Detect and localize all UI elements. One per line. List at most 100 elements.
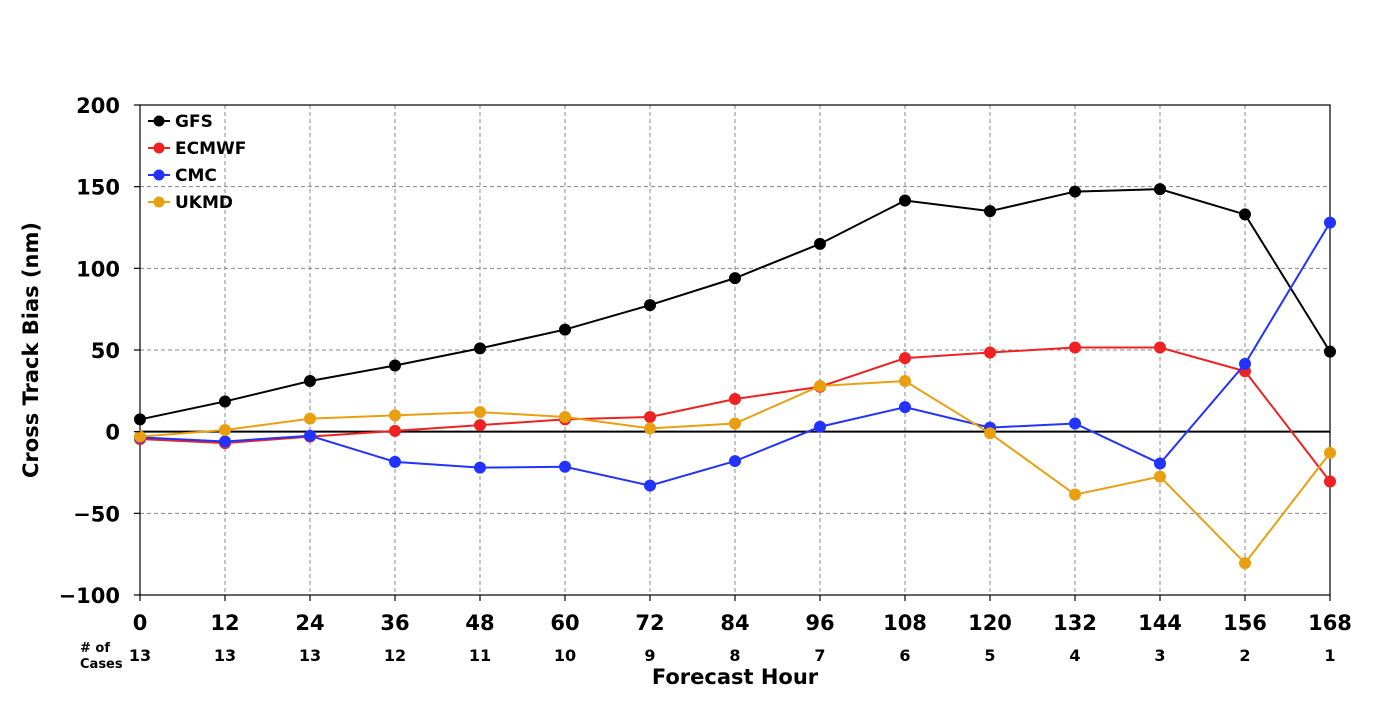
data-point-ukmd [1239, 557, 1251, 570]
legend-label-ukmd: UKMD [175, 193, 233, 213]
data-point-ukmd [644, 422, 656, 435]
legend-marker-ukmd [153, 196, 165, 208]
data-point-gfs [644, 299, 656, 312]
legend-label-gfs: GFS [175, 112, 213, 132]
x-tick-label: 168 [1308, 611, 1352, 635]
data-point-ukmd [814, 379, 826, 392]
data-point-ukmd [1154, 470, 1166, 483]
case-count-label: 5 [984, 646, 995, 665]
case-count-label: 6 [899, 646, 910, 665]
data-point-gfs [474, 342, 486, 355]
case-count-label: 4 [1069, 646, 1080, 665]
data-point-ukmd [389, 409, 401, 422]
data-point-gfs [389, 359, 401, 372]
x-tick-label: 96 [805, 611, 834, 635]
case-count-label: 7 [814, 646, 825, 665]
data-point-gfs [1154, 183, 1166, 196]
data-point-cmc [389, 455, 401, 468]
x-tick-label: 144 [1138, 611, 1182, 635]
data-point-ukmd [219, 424, 231, 437]
y-tick-label: −100 [59, 584, 120, 608]
x-tick-label: 84 [720, 611, 749, 635]
data-point-cmc [899, 401, 911, 414]
data-point-ecmwf [984, 346, 996, 359]
y-tick-label: 100 [76, 257, 120, 281]
data-point-cmc [559, 460, 571, 473]
data-point-cmc [1324, 216, 1336, 229]
data-point-ukmd [304, 412, 316, 425]
data-point-cmc [1069, 417, 1081, 430]
data-point-cmc [219, 435, 231, 448]
y-axis-title: Cross Track Bias (nm) [19, 222, 43, 478]
data-point-ukmd [899, 375, 911, 388]
y-tick-label: 50 [91, 339, 120, 363]
data-point-ecmwf [899, 352, 911, 365]
data-point-gfs [984, 205, 996, 218]
x-axis-title: Forecast Hour [652, 665, 819, 689]
x-tick-label: 72 [635, 611, 664, 635]
data-point-gfs [304, 375, 316, 388]
data-point-cmc [1239, 357, 1251, 370]
cases-row-title: # of Cases [80, 641, 123, 672]
case-count-label: 3 [1154, 646, 1165, 665]
data-point-gfs [899, 194, 911, 207]
x-tick-label: 36 [380, 611, 409, 635]
x-tick-label: 120 [968, 611, 1012, 635]
case-count-label: 1 [1324, 646, 1335, 665]
legend-marker-gfs [153, 115, 165, 127]
x-axis-ticks: 0 12 24 36 48 60 72 84 96 108 120 132 144 156 168 [133, 595, 1352, 635]
legend: GFS ECMWF CMC UKMD [148, 112, 246, 213]
data-point-ecmwf [1154, 341, 1166, 354]
data-point-gfs [134, 413, 146, 426]
data-point-gfs [1239, 208, 1251, 221]
data-point-ukmd [134, 430, 146, 443]
case-count-label: 13 [129, 646, 151, 665]
data-point-ecmwf [644, 410, 656, 423]
x-tick-label: 12 [210, 611, 239, 635]
data-point-cmc [474, 461, 486, 474]
case-count-label: 10 [554, 646, 576, 665]
case-count-label: 2 [1239, 646, 1250, 665]
legend-label-cmc: CMC [175, 166, 217, 186]
x-tick-label: 156 [1223, 611, 1267, 635]
legend-marker-cmc [153, 169, 165, 181]
data-point-ukmd [984, 427, 996, 440]
y-tick-label: 150 [76, 176, 120, 200]
data-point-ukmd [559, 410, 571, 423]
data-point-gfs [219, 395, 231, 408]
cases-row: # of Cases 13 13 13 12 11 10 9 8 7 6 5 4 3 2 1 [80, 641, 1336, 672]
data-point-gfs [1069, 185, 1081, 198]
y-tick-label: −50 [73, 502, 120, 526]
grid [140, 105, 1330, 595]
data-point-cmc [729, 455, 741, 468]
case-count-label: 13 [214, 646, 236, 665]
data-point-cmc [304, 429, 316, 442]
y-tick-label: 0 [105, 421, 120, 445]
data-point-cmc [1154, 457, 1166, 470]
data-point-ecmwf [389, 424, 401, 437]
case-count-label: 9 [644, 646, 655, 665]
x-tick-label: 60 [550, 611, 579, 635]
data-point-gfs [1324, 345, 1336, 358]
x-tick-label: 132 [1053, 611, 1097, 635]
data-point-gfs [559, 323, 571, 336]
data-point-ecmwf [1324, 475, 1336, 488]
y-tick-label: 200 [76, 94, 120, 118]
data-point-gfs [729, 272, 741, 285]
legend-label-ecmwf: ECMWF [175, 139, 246, 159]
case-count-label: 11 [469, 646, 491, 665]
data-point-ukmd [1069, 488, 1081, 501]
data-point-cmc [644, 479, 656, 492]
y-axis-ticks: −100 −50 0 50 100 150 200 [59, 94, 140, 608]
data-point-gfs [814, 237, 826, 250]
series-group [134, 183, 1336, 570]
data-point-cmc [814, 420, 826, 433]
case-count-label: 8 [729, 646, 740, 665]
legend-marker-ecmwf [153, 142, 165, 154]
x-tick-label: 0 [133, 611, 148, 635]
data-point-ukmd [729, 417, 741, 430]
case-count-label: 12 [384, 646, 406, 665]
case-count-label: 13 [299, 646, 321, 665]
data-point-ukmd [474, 406, 486, 419]
